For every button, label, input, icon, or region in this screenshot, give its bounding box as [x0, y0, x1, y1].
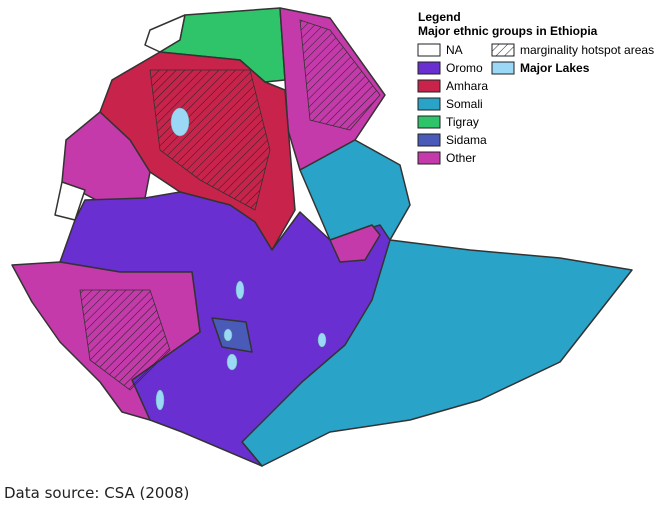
legend-subtitle: Major ethnic groups in Ethiopia	[418, 24, 598, 38]
legend-label: Other	[446, 151, 476, 165]
map: Legend Major ethnic groups in Ethiopia m…	[11, 7, 654, 467]
legend-label: Sidama	[446, 133, 487, 147]
legend-title: Legend	[418, 10, 461, 24]
lake	[223, 328, 233, 342]
hotspot-label: marginality hotspot areas	[520, 43, 654, 57]
lake	[226, 353, 238, 371]
lake-swatch	[491, 61, 515, 75]
legend-swatch	[417, 61, 441, 75]
lake	[170, 107, 190, 137]
region	[329, 224, 381, 263]
legend-swatch	[417, 133, 441, 147]
legend: Legend Major ethnic groups in Ethiopia m…	[417, 10, 654, 165]
legend-label: NA	[446, 43, 463, 57]
legend-swatch	[417, 151, 441, 165]
legend-label: Somali	[446, 97, 483, 111]
legend-label: Tigray	[446, 115, 479, 129]
lake	[235, 280, 245, 300]
legend-swatch	[417, 97, 441, 111]
legend-swatch	[417, 43, 441, 57]
hotspot-area	[79, 289, 171, 391]
legend-label: Amhara	[446, 79, 488, 93]
legend-swatch	[417, 79, 441, 93]
legend-swatch	[417, 115, 441, 129]
data-source: Data source: CSA (2008)	[4, 484, 190, 502]
lake	[317, 332, 327, 348]
hotspot-swatch	[491, 43, 515, 57]
lake-label: Major Lakes	[520, 61, 590, 75]
lake	[155, 389, 165, 411]
legend-label: Oromo	[446, 61, 483, 75]
hotspot-area	[149, 69, 271, 211]
hotspot-area	[299, 19, 381, 131]
